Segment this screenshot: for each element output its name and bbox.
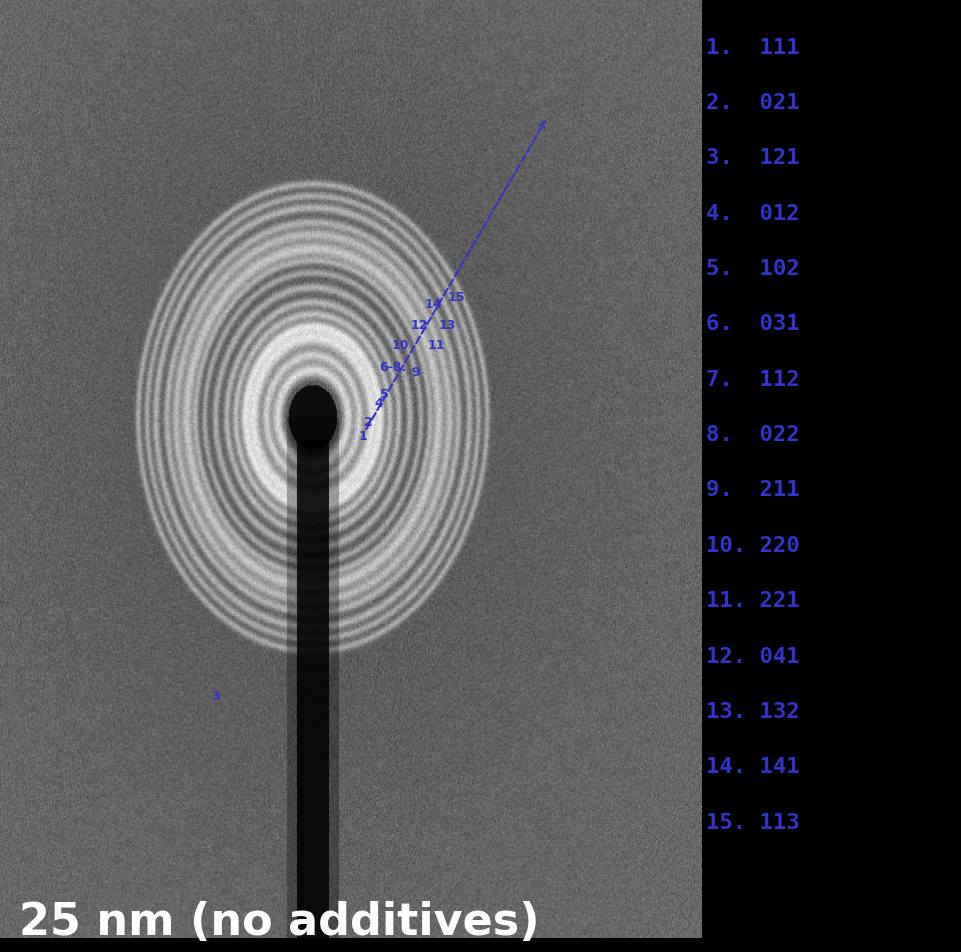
Text: 7.  112: 7. 112	[706, 369, 800, 389]
Text: 1.  111: 1. 111	[706, 37, 800, 57]
Text: 25 nm (no additives): 25 nm (no additives)	[19, 901, 540, 943]
Text: 13. 132: 13. 132	[706, 702, 800, 722]
Text: 9.  211: 9. 211	[706, 481, 800, 501]
Text: 11: 11	[428, 339, 445, 352]
Text: 15: 15	[447, 291, 465, 304]
Text: 13: 13	[439, 319, 456, 332]
Text: 4.  012: 4. 012	[706, 204, 800, 224]
Text: 11. 221: 11. 221	[706, 591, 800, 611]
Text: 6-8.: 6-8.	[380, 362, 407, 374]
Text: 10: 10	[391, 339, 408, 352]
Text: 12: 12	[410, 319, 429, 332]
Text: 9: 9	[411, 366, 420, 379]
Text: 10. 220: 10. 220	[706, 536, 800, 556]
Text: 3: 3	[211, 690, 220, 703]
Text: 5: 5	[380, 387, 389, 401]
Text: 2.  021: 2. 021	[706, 93, 800, 113]
Text: 14. 141: 14. 141	[706, 757, 800, 777]
Text: 2: 2	[364, 416, 373, 428]
Text: 12. 041: 12. 041	[706, 646, 800, 666]
Text: 5.  102: 5. 102	[706, 259, 800, 279]
Text: 1: 1	[359, 429, 368, 443]
Text: 14: 14	[425, 299, 442, 311]
Text: 3.  121: 3. 121	[706, 149, 800, 169]
Text: 8.  022: 8. 022	[706, 425, 800, 445]
Text: 15. 113: 15. 113	[706, 813, 800, 833]
Text: 4: 4	[375, 397, 383, 410]
Text: 6.  031: 6. 031	[706, 314, 800, 334]
